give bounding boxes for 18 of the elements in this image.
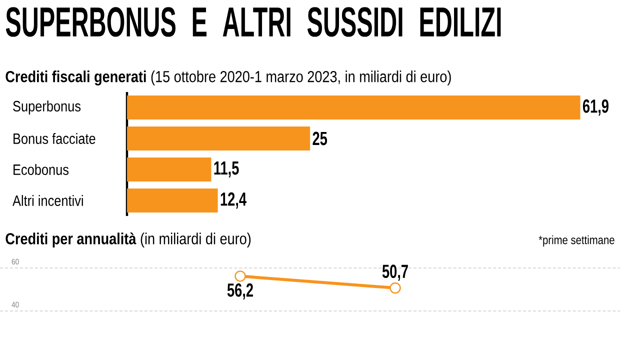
y-tick-label: Altri incentivi bbox=[12, 195, 83, 206]
bar bbox=[127, 188, 218, 212]
y-tick-label: Superbonus bbox=[13, 100, 81, 114]
chart-subtitle: Crediti fiscali generati (15 ottobre 2020-1 marzo 2023, in miliardi di euro) bbox=[6, 70, 451, 86]
y-tick-label: Ecobonus bbox=[14, 164, 69, 175]
data-label: 12,4 bbox=[220, 192, 246, 209]
bar bbox=[127, 158, 212, 182]
bar bbox=[127, 126, 310, 150]
chart-title: SUPERBONUS E ALTRI SUSSIDI EDILIZI bbox=[6, 7, 501, 37]
text: *prime settimane bbox=[538, 235, 614, 247]
data-label: 11,5 bbox=[214, 162, 239, 178]
y-tick-label: Bonus facciate bbox=[14, 133, 96, 144]
data-label: 50,7 bbox=[382, 264, 408, 281]
chart-title: Crediti per annualità (in miliardi di euro) bbox=[6, 232, 251, 248]
data-label: 61,9 bbox=[582, 99, 608, 116]
data-label: 56,2 bbox=[227, 283, 253, 300]
data-label: 25 bbox=[312, 132, 328, 146]
bar bbox=[127, 96, 580, 120]
